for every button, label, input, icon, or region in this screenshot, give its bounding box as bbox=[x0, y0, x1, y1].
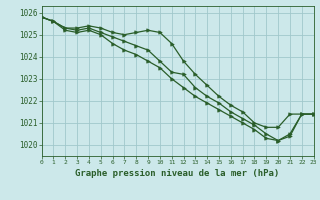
X-axis label: Graphe pression niveau de la mer (hPa): Graphe pression niveau de la mer (hPa) bbox=[76, 169, 280, 178]
